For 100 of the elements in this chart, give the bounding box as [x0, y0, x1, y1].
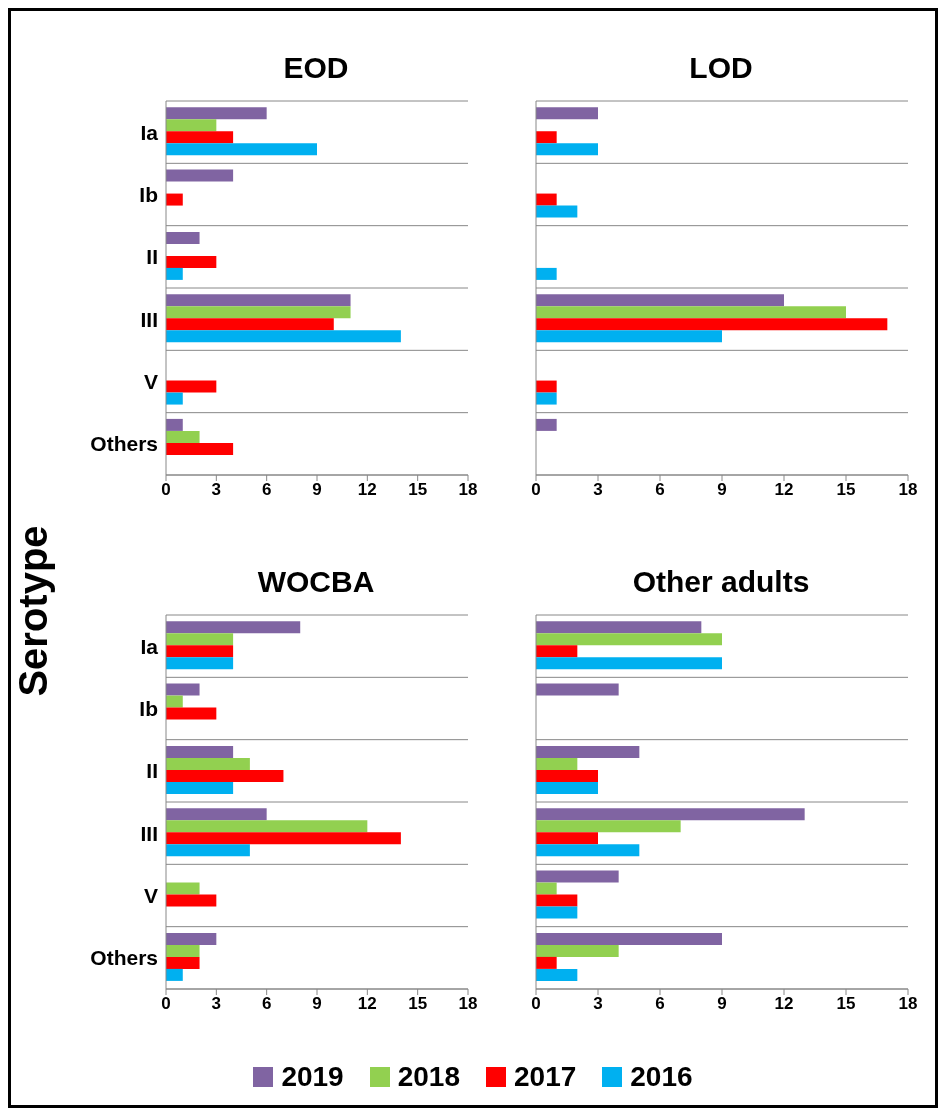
- y-tick-label: II: [146, 759, 158, 783]
- x-tick-label: 12: [774, 994, 794, 1014]
- bar: [166, 882, 200, 895]
- bar: [536, 870, 619, 883]
- bar: [166, 267, 183, 280]
- x-tick-label: 12: [357, 480, 377, 500]
- x-tick-label: 6: [655, 994, 665, 1014]
- x-tick-label: 18: [458, 480, 478, 500]
- y-tick-label: V: [143, 369, 158, 393]
- x-tick-label: 18: [898, 994, 918, 1014]
- bar: [536, 808, 805, 821]
- bar: [166, 143, 317, 156]
- bar: [166, 306, 351, 319]
- bar: [536, 820, 681, 833]
- bar: [166, 645, 234, 658]
- bar: [536, 832, 598, 845]
- bar: [166, 633, 234, 646]
- legend-label: 2018: [397, 1061, 460, 1093]
- bar: [166, 330, 401, 343]
- chart-title: LOD: [688, 51, 754, 86]
- y-tick-label: Ia: [140, 634, 159, 658]
- x-tick-label: 9: [312, 480, 322, 500]
- bar: [166, 956, 200, 969]
- bar: [536, 193, 557, 206]
- chart-title: WOCBA: [256, 565, 376, 600]
- bar: [536, 781, 598, 794]
- x-tick-label: 15: [408, 994, 428, 1014]
- x-tick-label: 0: [531, 994, 541, 1014]
- bar: [536, 107, 598, 120]
- bar: [166, 294, 351, 307]
- x-tick-label: 3: [211, 480, 222, 500]
- bar: [536, 330, 722, 343]
- x-tick-label: 9: [717, 994, 727, 1014]
- x-tick-label: 6: [261, 480, 272, 500]
- bar: [536, 645, 578, 658]
- legend-label: 2019: [281, 1061, 344, 1093]
- bar: [166, 894, 217, 907]
- x-tick-label: 15: [836, 994, 856, 1014]
- legend-label: 2017: [514, 1061, 577, 1093]
- x-tick-label: 3: [593, 994, 603, 1014]
- x-tick-label: 9: [717, 480, 727, 500]
- x-tick-label: 6: [655, 480, 665, 500]
- bar: [166, 808, 267, 821]
- bar: [166, 380, 217, 393]
- bar: [166, 781, 234, 794]
- bar: [166, 832, 401, 845]
- bar: [536, 131, 557, 144]
- x-tick-label: 18: [458, 994, 478, 1014]
- bar: [536, 894, 578, 907]
- bar: [536, 294, 784, 307]
- y-tick-label: Others: [90, 432, 158, 456]
- bar: [166, 418, 183, 431]
- y-tick-label: V: [143, 883, 158, 907]
- x-tick-label: 12: [357, 994, 377, 1014]
- bar: [536, 318, 888, 331]
- x-tick-label: 0: [161, 994, 171, 1014]
- bar: [166, 944, 200, 957]
- x-tick-label: 9: [312, 994, 322, 1014]
- bar: [166, 392, 183, 405]
- bar: [166, 231, 200, 244]
- x-tick-label: 3: [211, 994, 222, 1014]
- bar: [536, 944, 619, 957]
- bar: [536, 968, 578, 981]
- x-tick-label: 18: [898, 480, 918, 500]
- bar: [536, 392, 557, 405]
- bar: [536, 205, 578, 218]
- y-tick-label: II: [146, 245, 158, 269]
- bar: [536, 956, 557, 969]
- y-tick-label: Others: [90, 946, 158, 970]
- bar: [166, 131, 234, 144]
- x-tick-label: 15: [408, 480, 428, 500]
- bar: [536, 621, 702, 634]
- chart-title: Other adults: [631, 565, 811, 600]
- bar: [536, 844, 640, 857]
- bar: [536, 657, 722, 670]
- bar: [166, 745, 234, 758]
- bar: [536, 267, 557, 280]
- x-tick-label: 12: [774, 480, 794, 500]
- x-tick-label: 0: [161, 480, 171, 500]
- bar: [166, 844, 250, 857]
- bar: [536, 418, 557, 431]
- bar: [166, 107, 267, 120]
- y-tick-label: Ia: [140, 120, 159, 144]
- bar: [536, 633, 722, 646]
- bar: [536, 769, 598, 782]
- bar: [536, 757, 578, 770]
- bar: [536, 306, 846, 319]
- bar: [536, 745, 640, 758]
- bar: [166, 707, 217, 720]
- legend-label: 2016: [630, 1061, 693, 1093]
- bar: [166, 683, 200, 696]
- chart-title: EOD: [282, 51, 350, 86]
- bar: [166, 621, 301, 634]
- x-tick-label: 3: [593, 480, 603, 500]
- y-tick-label: Ib: [139, 696, 158, 720]
- bar: [166, 968, 183, 981]
- bar: [536, 380, 557, 393]
- bar: [166, 255, 217, 268]
- y-tick-label: Ib: [139, 182, 158, 206]
- bar: [536, 882, 557, 895]
